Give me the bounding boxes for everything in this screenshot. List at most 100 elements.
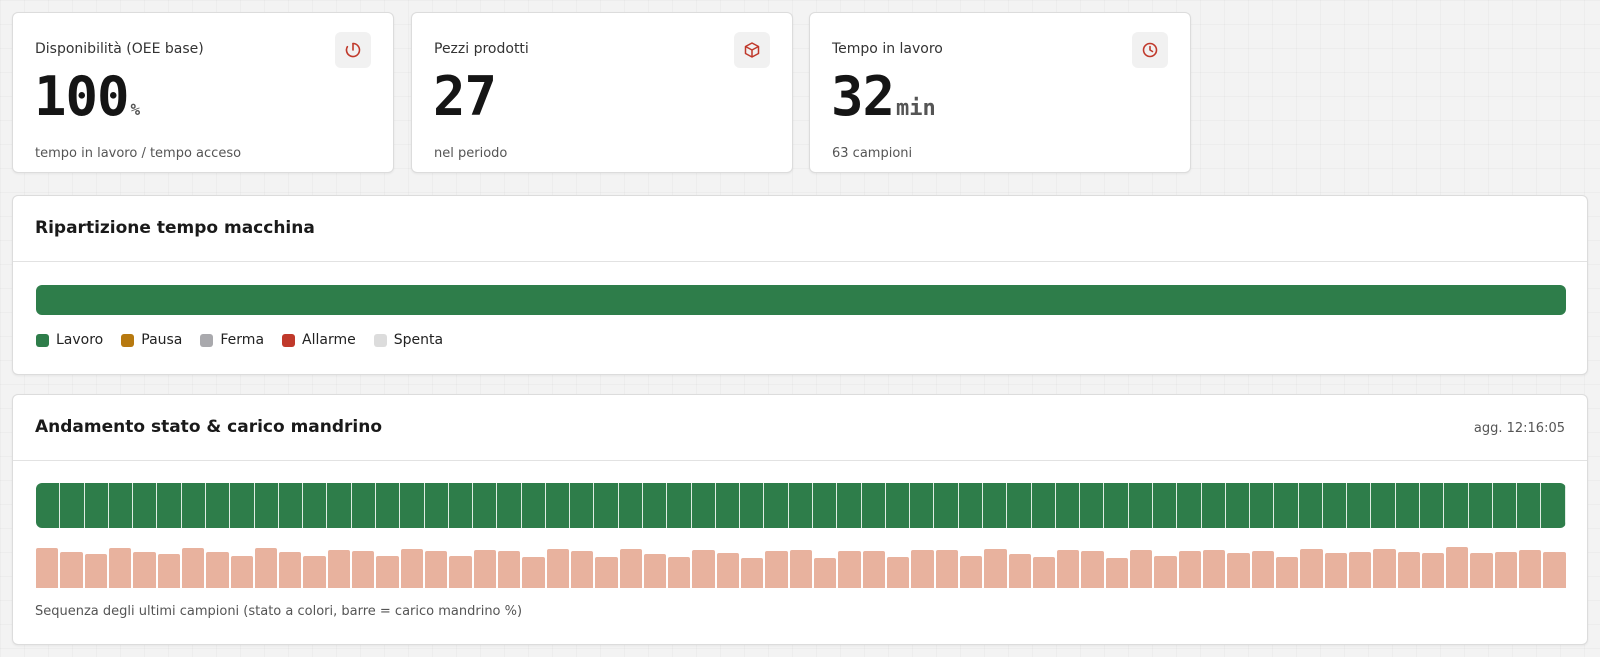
legend-item-allarme: Allarme: [282, 332, 356, 348]
kpi-label: Tempo in lavoro: [832, 41, 943, 57]
state-sample-cell: [497, 483, 522, 528]
kpi-value: 27: [433, 65, 497, 128]
spindle-load-bar: [716, 553, 740, 588]
spindle-load-bar: [1130, 550, 1153, 588]
spindle-load-bar: [595, 557, 618, 588]
state-sample-cell: [36, 483, 61, 528]
machine-time-breakdown-panel: Ripartizione tempo macchina Lavoro Pausa F…: [12, 195, 1588, 375]
spindle-load-bar: [400, 549, 423, 588]
state-sample-cell: [1322, 483, 1348, 528]
spindle-load-bar: [1178, 551, 1201, 588]
state-sample-cell: [982, 483, 1008, 528]
spindle-load-bar: [1494, 552, 1518, 588]
spindle-load-bar: [279, 552, 302, 588]
state-sample-cell: [618, 483, 644, 528]
state-sample-cell: [60, 483, 85, 528]
spindle-load-bar: [765, 551, 788, 588]
state-sample-cell: [1152, 483, 1178, 528]
spindle-load-bar: [1300, 549, 1323, 588]
spindle-load-bar: [570, 551, 594, 588]
state-legend: Lavoro Pausa Ferma Allarme Spenta: [36, 332, 461, 348]
state-sample-cell: [84, 483, 109, 528]
spindle-load-bar: [108, 548, 132, 588]
state-sample-cell: [788, 483, 813, 528]
state-sample-cell: [1128, 483, 1153, 528]
state-sequence-bar: [36, 483, 1566, 528]
kpi-unit: %: [130, 100, 141, 119]
spindle-load-bar: [1105, 558, 1129, 588]
legend-label: Pausa: [141, 332, 183, 348]
spindle-load-bar: [643, 554, 667, 588]
spindle-load-bar: [1421, 553, 1445, 588]
kpi-subtitle: tempo in lavoro / tempo acceso: [35, 146, 242, 161]
kpi-label: Pezzi prodotti: [434, 41, 529, 57]
state-sample-cell: [1177, 483, 1202, 528]
legend-item-spenta: Spenta: [373, 332, 444, 348]
spindle-load-bar: [1032, 557, 1056, 588]
state-spindle-trend-panel: Andamento stato & carico mandrino agg. 1…: [12, 394, 1588, 645]
state-sample-cell: [1444, 483, 1469, 528]
legend-item-pausa: Pausa: [121, 332, 182, 348]
state-sample-cell: [205, 483, 231, 528]
state-sample-cell: [327, 483, 352, 528]
state-sample-cell: [715, 483, 741, 528]
legend-label: Spenta: [393, 332, 444, 348]
legend-item-ferma: Ferma: [200, 332, 264, 348]
state-sample-cell: [1420, 483, 1445, 528]
state-sample-cell: [473, 483, 498, 528]
state-sample-cell: [375, 483, 401, 528]
spindle-load-bar: [1227, 553, 1250, 588]
kpi-card-work-time: Tempo in lavoro 32 min 63 campioni: [809, 12, 1191, 173]
state-sample-cell: [837, 483, 862, 528]
state-sample-cell: [594, 483, 619, 528]
spindle-load-bar: [60, 552, 83, 588]
spindle-load-bar: [425, 551, 448, 588]
legend-swatch: [121, 333, 135, 347]
spindle-load-bar: [935, 550, 958, 588]
state-sample-cell: [157, 483, 182, 528]
spindle-load-bar: [619, 549, 642, 588]
state-sample-cell: [1274, 483, 1299, 528]
spindle-load-bar: [1543, 552, 1566, 588]
state-sample-cell: [230, 483, 255, 528]
state-sample-cell: [958, 483, 983, 528]
kpi-subtitle: nel periodo: [434, 146, 508, 161]
state-sample-cell: [861, 483, 886, 528]
spindle-load-bar: [352, 551, 375, 588]
spindle-load-bar: [984, 549, 1007, 588]
clock-icon: [1132, 32, 1168, 68]
spindle-load-chart: [36, 543, 1566, 588]
spindle-load-bar: [668, 557, 691, 588]
spindle-load-bar: [449, 556, 472, 588]
spindle-load-bar: [206, 552, 229, 588]
spindle-load-bar: [1324, 553, 1347, 588]
spindle-load-bar: [522, 557, 545, 588]
state-sample-cell: [1055, 483, 1081, 528]
state-sample-cell: [278, 483, 304, 528]
kpi-value: 100: [34, 65, 130, 128]
state-sample-cell: [740, 483, 765, 528]
state-sample-cell: [108, 483, 134, 528]
panel-title: Ripartizione tempo macchina: [35, 218, 315, 238]
spindle-load-bar: [1348, 552, 1372, 588]
spindle-load-bar: [1397, 552, 1420, 588]
spindle-load-bar: [741, 558, 764, 588]
spindle-load-bar: [376, 556, 399, 588]
state-sample-cell: [254, 483, 279, 528]
state-sample-cell: [1080, 483, 1105, 528]
state-sample-cell: [764, 483, 789, 528]
spindle-load-bar: [181, 548, 205, 588]
spindle-load-bar: [1275, 557, 1299, 588]
state-sample-cell: [545, 483, 571, 528]
kpi-value: 32: [831, 65, 895, 128]
legend-label: Ferma: [220, 332, 265, 348]
state-sample-cell: [1250, 483, 1275, 528]
legend-swatch: [282, 333, 296, 347]
spindle-load-bar: [886, 557, 910, 588]
legend-swatch: [200, 333, 214, 347]
state-sample-cell: [1225, 483, 1251, 528]
spindle-load-bar: [814, 558, 837, 588]
state-sample-cell: [813, 483, 838, 528]
state-sample-cell: [1007, 483, 1032, 528]
spindle-load-bar: [789, 550, 812, 588]
